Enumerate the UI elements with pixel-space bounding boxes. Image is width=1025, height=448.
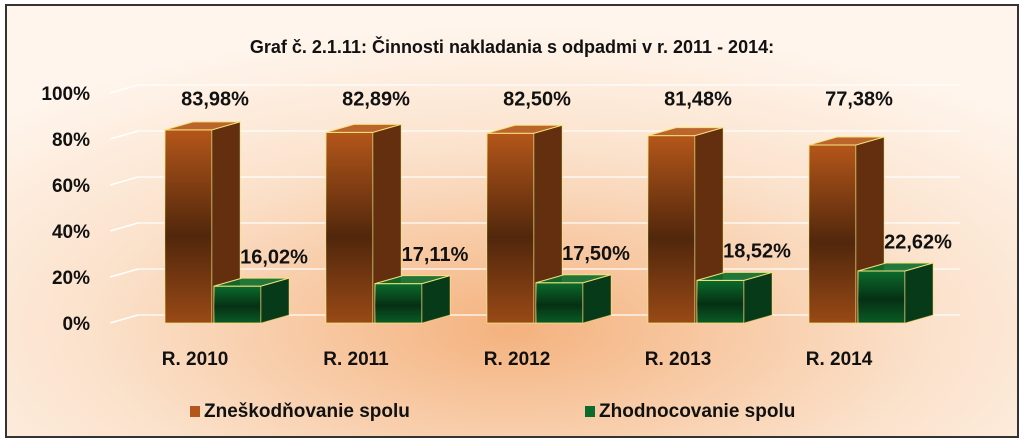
bar-face [905, 262, 933, 323]
value-label: 81,48% [664, 88, 732, 110]
value-label: 83,98% [181, 88, 249, 110]
chart-title: Graf č. 2.1.11: Činnosti nakladania s od… [250, 36, 774, 57]
bar-face [535, 274, 612, 284]
bar [857, 262, 934, 324]
bar-face [422, 275, 450, 323]
bar-face [212, 121, 240, 323]
grid-line [109, 314, 139, 324]
grid-line [109, 176, 139, 186]
bar [696, 271, 773, 324]
bar-face [373, 124, 401, 323]
bar-face [695, 127, 723, 323]
bar-face [809, 145, 856, 323]
bar-face [697, 280, 744, 323]
bar-face [164, 121, 241, 131]
y-tick-label: 20% [52, 268, 90, 289]
y-tick-label: 60% [52, 176, 90, 197]
bar-face [487, 133, 534, 323]
legend-swatch [585, 406, 595, 417]
y-tick-label: 0% [63, 314, 91, 335]
grid-line [109, 130, 139, 140]
grid-line [109, 84, 139, 94]
legend-swatch [190, 406, 200, 417]
x-tick-label: R. 2011 [323, 349, 389, 370]
bar-face [534, 125, 562, 323]
bar-face [647, 127, 724, 137]
bar [374, 274, 451, 324]
bar-face [374, 275, 451, 285]
value-label: 16,02% [240, 246, 308, 268]
bar-face [375, 283, 422, 323]
value-label: 17,11% [402, 244, 469, 266]
bar [325, 123, 402, 324]
y-tick-label: 80% [52, 130, 90, 151]
bar-face [583, 274, 611, 323]
bar-face [696, 271, 773, 281]
y-tick-label: 40% [52, 222, 90, 243]
bar-face [486, 124, 563, 134]
bar-face [648, 135, 695, 323]
y-tick-label: 100% [41, 84, 90, 105]
bar-face [261, 278, 289, 323]
x-tick-label: R. 2012 [484, 349, 551, 370]
grid-line [109, 268, 139, 278]
bar-face [165, 129, 212, 323]
bar-face [214, 286, 261, 323]
value-label: 82,50% [503, 88, 571, 110]
bar [213, 277, 290, 324]
grid-line [109, 222, 139, 232]
bar-face [325, 123, 402, 133]
bar-face [744, 272, 772, 323]
value-label: 82,89% [342, 88, 410, 110]
x-tick-label: R. 2014 [806, 349, 873, 370]
bar-face [536, 282, 583, 323]
bar [647, 126, 724, 324]
value-label: 77,38% [825, 88, 893, 110]
bar [164, 121, 241, 324]
legend-label: Zhodnocovanie spolu [599, 401, 795, 422]
bar-face [857, 262, 934, 272]
bar-face [858, 270, 905, 323]
bar-face [326, 132, 373, 323]
value-label: 22,62% [884, 231, 952, 253]
x-tick-label: R. 2010 [162, 349, 229, 370]
bar-face [808, 136, 885, 146]
legend-label: Zneškodňovanie spolu [204, 401, 410, 422]
value-label: 18,52% [723, 241, 791, 263]
x-tick-label: R. 2013 [645, 349, 712, 370]
bar-face [213, 277, 290, 287]
bar [535, 274, 612, 324]
value-label: 17,50% [562, 243, 630, 265]
